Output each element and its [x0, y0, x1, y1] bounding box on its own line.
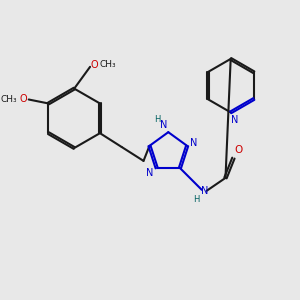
Text: N: N	[146, 168, 153, 178]
Text: H: H	[154, 115, 161, 124]
Text: CH₃: CH₃	[1, 95, 17, 104]
Text: O: O	[20, 94, 28, 104]
Text: N: N	[160, 120, 167, 130]
Text: O: O	[90, 60, 98, 70]
Text: N: N	[201, 186, 208, 196]
Text: O: O	[234, 145, 242, 155]
Text: N: N	[190, 138, 198, 148]
Text: CH₃: CH₃	[100, 60, 116, 69]
Text: H: H	[194, 195, 200, 204]
Text: N: N	[231, 115, 238, 125]
